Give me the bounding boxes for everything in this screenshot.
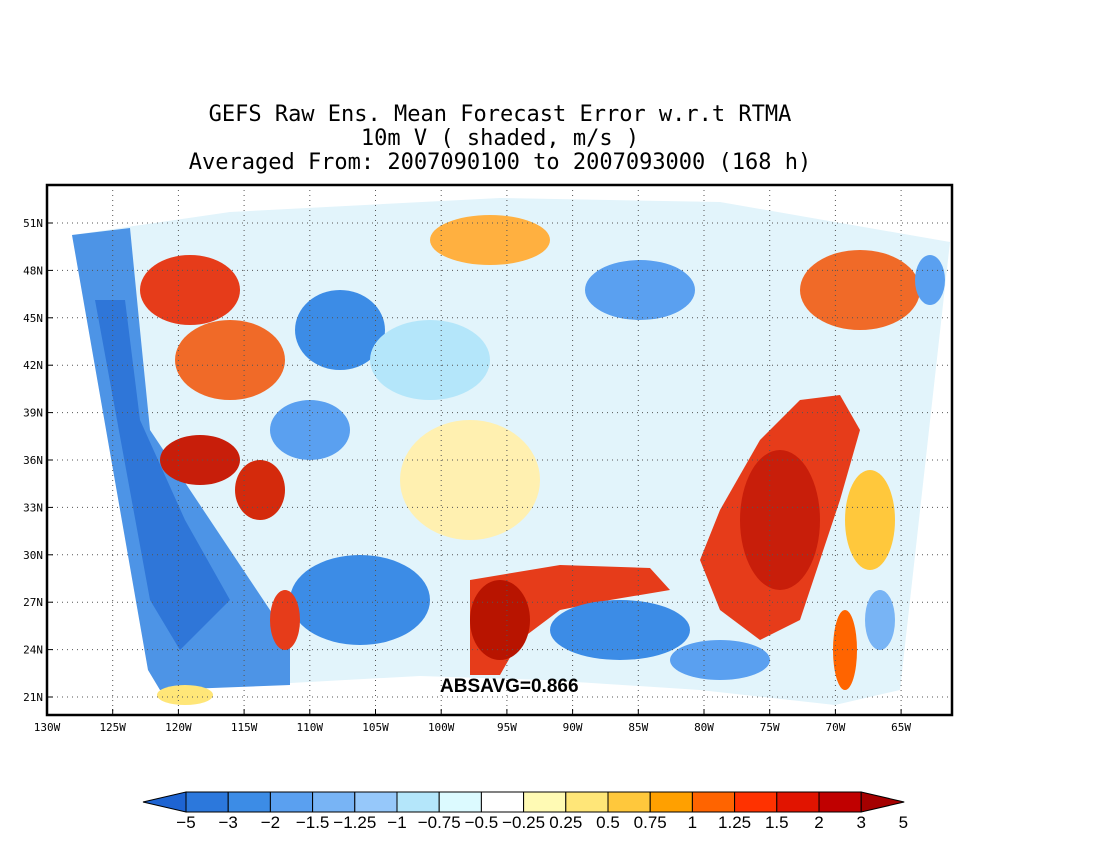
great-basin-positive <box>160 435 240 485</box>
colorbar-swatch <box>691 791 736 813</box>
colorbar-level-label: −0.25 <box>502 813 545 832</box>
lon-tick-label: 90W <box>563 721 583 734</box>
colorbar-swatch <box>438 791 482 813</box>
plains-weak-negative <box>370 320 490 400</box>
lat-tick-label: 24N <box>23 644 43 657</box>
colorbar-level-label: −3 <box>219 813 238 832</box>
map-frame <box>45 183 954 717</box>
colorbar-level-label: −0.5 <box>465 813 499 832</box>
colorbar-swatch <box>523 791 567 813</box>
colorbar-swatch <box>269 791 314 813</box>
lat-tick-label: 36N <box>23 454 43 467</box>
colorbar-swatch <box>734 791 778 813</box>
absavg-annotation: ABSAVG=0.866 <box>440 676 579 697</box>
colorbar-swatch <box>396 791 440 813</box>
colorbar: −5 −3 −2 −1.5 −1.25 −1 −0.75 −0.5 −0.25 0.25 0.5 0.… <box>142 791 908 832</box>
title-line-1: GEFS Raw Ens. Mean Forecast Error w.r.t … <box>208 102 792 127</box>
colorbar-level-label: 0.75 <box>634 813 667 832</box>
lon-tick-label: 95W <box>497 721 517 734</box>
sw-corner-positive <box>157 685 213 705</box>
east-atlantic-positive <box>833 610 857 690</box>
maine-negative <box>915 255 945 305</box>
colorbar-level-label: −1.25 <box>333 813 376 832</box>
great-lakes-negative <box>585 260 695 320</box>
colorbar-level-label: −5 <box>176 813 195 832</box>
lon-tick-label: 85W <box>628 721 648 734</box>
colorbar-level-label: 0.25 <box>549 813 582 832</box>
error-field <box>72 198 950 705</box>
utah-positive <box>235 460 285 520</box>
colorbar-level-label: 1.5 <box>765 813 789 832</box>
longitude-labels: 130W 125W 120W 115W 110W 105W 100W 95W 90W 85W 80W… <box>34 721 912 734</box>
lon-tick-label: 105W <box>362 721 389 734</box>
colorbar-swatch <box>776 791 820 813</box>
colorbar-level-label: −0.75 <box>418 813 461 832</box>
latitude-labels: 21N 24N 27N 30N 33N 36N 39N 42N 45N 48N 51N <box>23 217 43 704</box>
colorbar-level-label: 1 <box>688 813 697 832</box>
colorbar-swatch <box>607 791 651 813</box>
lon-tick-label: 115W <box>231 721 258 734</box>
colorbar-swatch <box>480 791 525 813</box>
lat-tick-label: 21N <box>23 691 43 704</box>
colorbar-arrow-left <box>142 791 187 813</box>
gulf-negative-south <box>550 600 690 660</box>
colorbar-swatch <box>354 791 398 813</box>
lon-tick-label: 80W <box>694 721 714 734</box>
lat-tick-label: 51N <box>23 217 43 230</box>
graticule <box>46 185 952 715</box>
colorbar-swatch <box>565 791 609 813</box>
colorbar-level-label: 5 <box>899 813 908 832</box>
lon-tick-label: 75W <box>760 721 780 734</box>
atlantic-weak-positive <box>845 470 895 570</box>
lat-tick-label: 48N <box>23 264 43 277</box>
lon-tick-label: 125W <box>99 721 126 734</box>
atlantic-core-positive <box>740 450 820 590</box>
colorbar-arrow-right <box>860 791 905 813</box>
colorbar-swatch <box>818 791 862 813</box>
nw-positive-patch <box>140 255 240 325</box>
colorbar-level-label: −1.5 <box>296 813 330 832</box>
lat-tick-label: 45N <box>23 312 43 325</box>
idaho-positive-patch <box>175 320 285 400</box>
colorbar-level-label: −1 <box>387 813 406 832</box>
new-england-positive <box>800 250 920 330</box>
colorbar-swatch <box>185 791 229 813</box>
colorbar-swatch <box>227 791 271 813</box>
lon-tick-label: 110W <box>297 721 324 734</box>
colorbar-level-label: 0.5 <box>596 813 620 832</box>
lat-tick-label: 42N <box>23 359 43 372</box>
montana-negative <box>295 290 385 370</box>
lon-tick-label: 65W <box>891 721 911 734</box>
lon-tick-label: 70W <box>825 721 845 734</box>
northern-positive <box>430 215 550 265</box>
lat-tick-label: 39N <box>23 407 43 420</box>
lat-tick-label: 27N <box>23 596 43 609</box>
lon-tick-label: 120W <box>165 721 192 734</box>
lat-tick-label: 33N <box>23 501 43 514</box>
caribbean-negative <box>670 640 770 680</box>
baja-positive <box>270 590 300 650</box>
lat-tick-label: 30N <box>23 549 43 562</box>
mexico-negative <box>290 555 430 645</box>
colorbar-swatch <box>649 791 693 813</box>
colorbar-level-label: −2 <box>261 813 280 832</box>
plains-weak-positive <box>400 420 540 540</box>
colorbar-swatch <box>312 791 356 813</box>
lon-tick-label: 130W <box>34 721 61 734</box>
title-line-3: Averaged From: 2007090100 to 2007093000 … <box>188 150 812 175</box>
colorbar-level-label: 2 <box>814 813 823 832</box>
pacific-deep-negative <box>95 300 230 650</box>
colorbar-level-label: 1.25 <box>718 813 751 832</box>
east-atlantic-negative <box>865 590 895 650</box>
gulf-core-positive <box>470 580 530 660</box>
title-line-2: 10m V ( shaded, m/s ) <box>360 126 640 151</box>
colorbar-level-label: 3 <box>856 813 865 832</box>
lon-tick-label: 100W <box>428 721 455 734</box>
